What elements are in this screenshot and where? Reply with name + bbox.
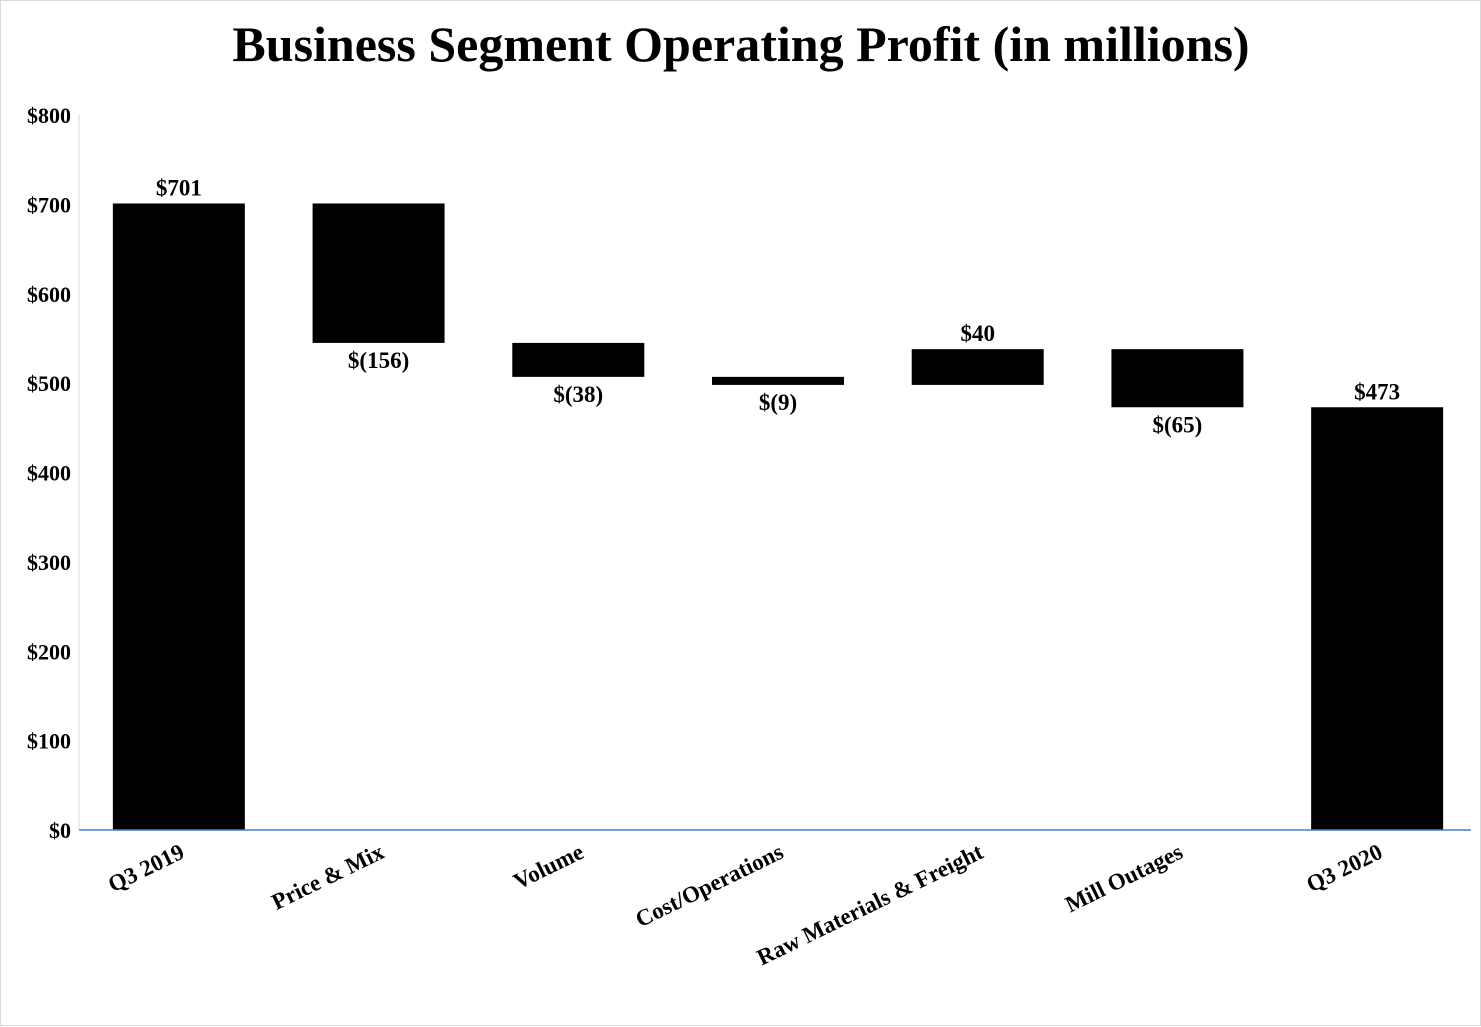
x-axis-labels: Q3 2019 Price & Mix Volume Cost/OperationsR… [104, 839, 1386, 970]
x-tick-label: Q3 2020 [1302, 839, 1386, 897]
data-label: $(65) [1153, 412, 1203, 437]
x-tick-label: Q3 2019 [104, 839, 188, 897]
y-tick-label: $300 [27, 550, 71, 575]
bar-0 [112, 203, 245, 830]
data-labels: $701 $(156) $(38) $(9) $40 $(65) $473 [156, 175, 1400, 437]
data-label: $(156) [348, 348, 409, 373]
y-tick-label: $0 [49, 818, 71, 843]
chart-title: Business Segment Operating Profit (in mi… [232, 16, 1249, 72]
y-tick-label: $500 [27, 371, 71, 396]
x-tick-label: Volume [510, 839, 588, 894]
bar-3 [712, 376, 844, 385]
x-tick-label: Raw Materials & Freight [753, 839, 987, 970]
x-tick-label: Cost/Operations [632, 839, 788, 932]
data-label: $473 [1354, 379, 1400, 404]
bar-2 [512, 342, 645, 377]
x-tick-label: Mill Outages [1061, 839, 1186, 917]
bars [112, 203, 1444, 830]
y-tick-label: $600 [27, 282, 71, 307]
y-tick-label: $800 [27, 103, 71, 128]
y-tick-label: $400 [27, 461, 71, 486]
y-tick-label: $700 [27, 192, 71, 217]
bar-6 [1311, 407, 1444, 830]
x-tick-label: Price & Mix [268, 839, 388, 915]
bar-5 [1111, 349, 1244, 408]
bar-1 [312, 203, 445, 343]
data-label: $(9) [759, 390, 797, 415]
data-label: $(38) [553, 382, 603, 407]
y-tick-label: $100 [27, 729, 71, 754]
bar-4 [911, 349, 1044, 385]
y-axis-ticks: $0 $100 $200 $300 $400 $500 $600 $700 $800 [27, 103, 71, 843]
data-label: $701 [156, 175, 202, 200]
y-tick-label: $200 [27, 639, 71, 664]
data-label: $40 [960, 321, 995, 346]
